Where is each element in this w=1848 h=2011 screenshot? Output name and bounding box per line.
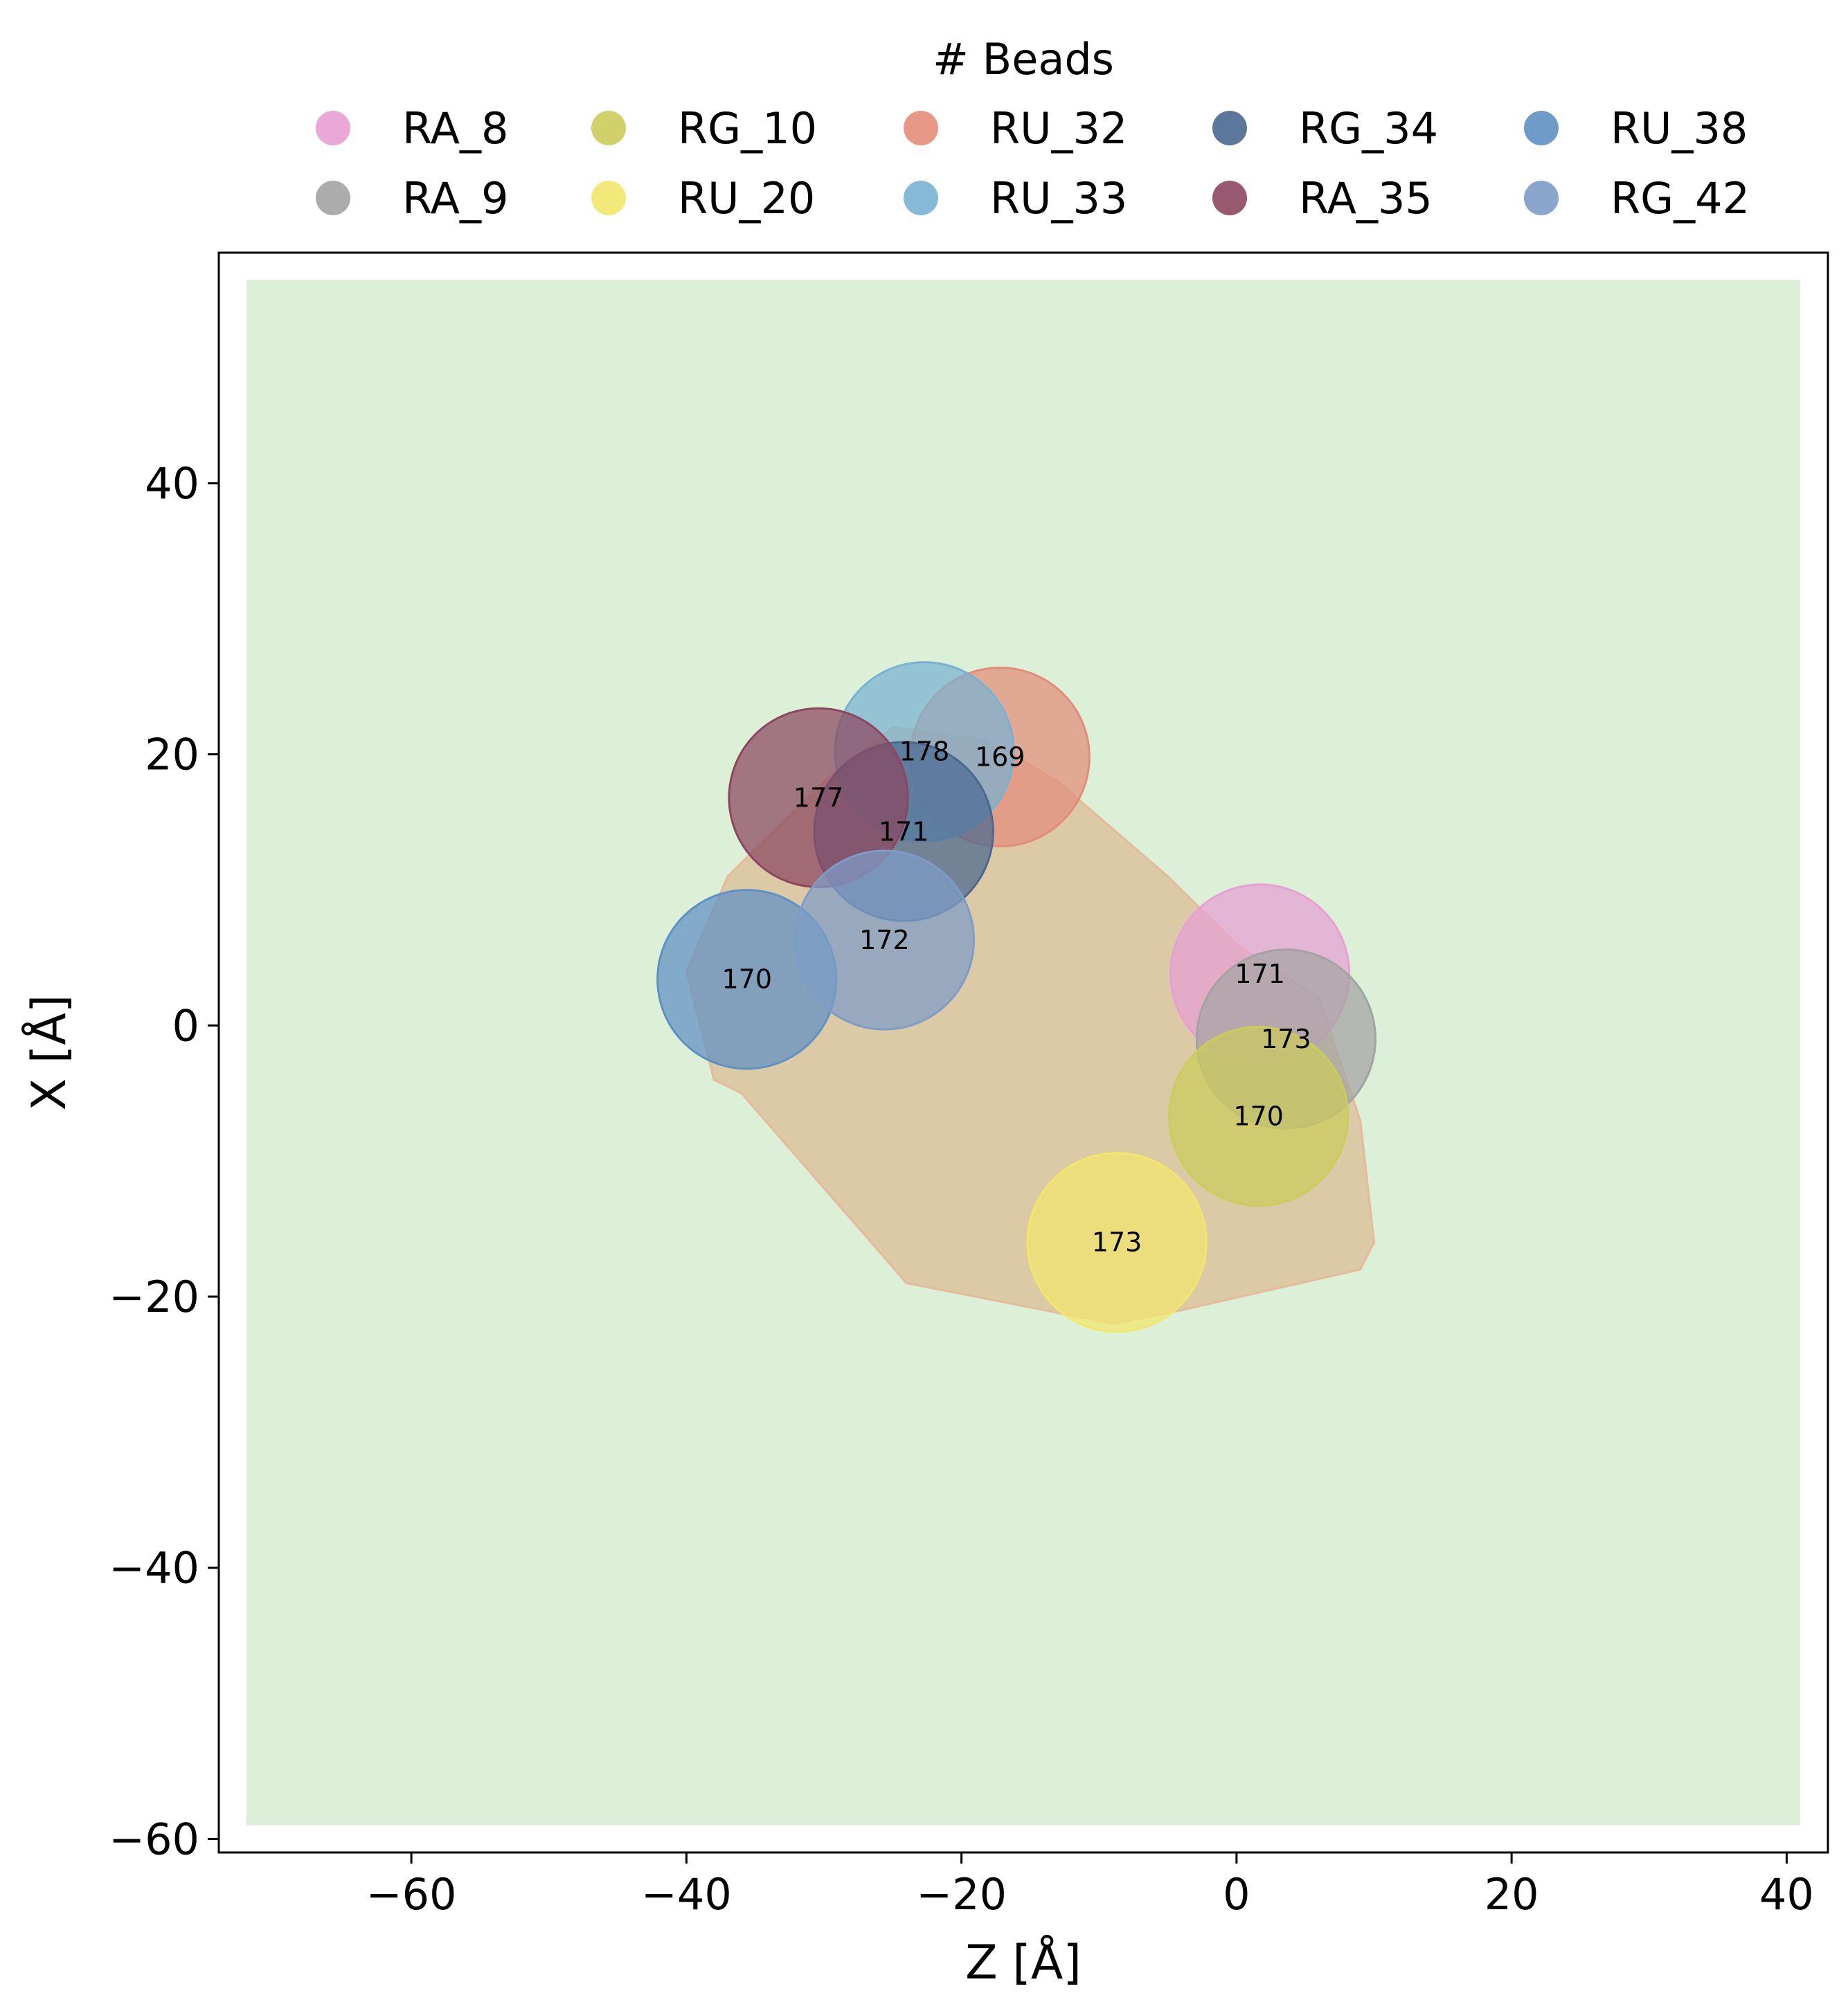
bead-count-label: 173 — [1261, 1024, 1311, 1054]
legend-label: RG_34 — [1299, 103, 1438, 154]
bead-count-label: 170 — [1233, 1101, 1284, 1132]
legend-marker-ru-32 — [904, 111, 938, 145]
legend-marker-ru-38 — [1524, 111, 1559, 145]
legend-label: RU_38 — [1611, 103, 1748, 154]
legend-marker-ru-20 — [591, 181, 626, 215]
legend-marker-rg-10 — [591, 111, 626, 145]
legend-marker-ra-9 — [316, 181, 350, 215]
bead-count-label: 171 — [879, 816, 929, 847]
legend-marker-ra-35 — [1212, 181, 1247, 215]
x-tick-label: −40 — [641, 1869, 732, 1920]
legend-label: RG_10 — [678, 103, 817, 154]
y-tick-label: 40 — [145, 458, 199, 509]
legend-label: RA_35 — [1299, 173, 1433, 224]
x-tick-label: 0 — [1223, 1869, 1250, 1920]
legend-label: RA_8 — [402, 103, 508, 154]
plot-frame — [217, 251, 1829, 1854]
legend-marker-ra-8 — [316, 111, 350, 145]
plot-area: 171 173 170 173 169 178 171 177 170 172 — [246, 280, 1801, 1825]
legend-marker-rg-42 — [1524, 181, 1559, 215]
legend-label: RU_20 — [678, 173, 815, 224]
x-tick-label: −60 — [366, 1869, 457, 1920]
x-tick-label: 20 — [1484, 1869, 1539, 1920]
bead-count-label: 169 — [975, 742, 1025, 773]
y-tick-label: 0 — [172, 1000, 199, 1051]
legend-label: RG_42 — [1611, 173, 1750, 224]
bead-rg-42 — [793, 849, 975, 1031]
bead-count-label: 171 — [1235, 959, 1285, 989]
bead-ru-20 — [1026, 1152, 1208, 1333]
bead-count-label: 178 — [899, 737, 950, 767]
y-axis-ticks: −60 −40 −20 0 20 40 — [109, 458, 219, 1864]
bead-count-label: 172 — [859, 925, 910, 955]
legend-label: RA_9 — [402, 173, 508, 224]
bead-count-label: 177 — [793, 782, 844, 813]
legend-label: RU_32 — [990, 103, 1127, 154]
x-tick-label: 40 — [1759, 1869, 1814, 1920]
y-tick-label: −40 — [109, 1543, 199, 1594]
y-axis-label: X [Å] — [21, 995, 77, 1111]
x-tick-label: −20 — [916, 1869, 1007, 1920]
legend-marker-rg-34 — [1212, 111, 1247, 145]
y-tick-label: −20 — [109, 1272, 199, 1322]
y-tick-label: 20 — [145, 730, 199, 780]
legend-marker-ru-33 — [904, 181, 938, 215]
legend-label: RU_33 — [990, 173, 1127, 224]
y-tick-label: −60 — [109, 1814, 199, 1864]
x-axis-ticks: −60 −40 −20 0 20 40 — [366, 1852, 1814, 1920]
bead-rg-10 — [1168, 1025, 1349, 1207]
legend-title: # Beads — [933, 34, 1114, 84]
legend: # Beads RA_8 RA_9 RG_10 RU_20 RU_32 RU_33 RG_3… — [316, 34, 1750, 224]
bead-count-label: 173 — [1092, 1227, 1142, 1258]
bead-markers — [656, 661, 1376, 1333]
x-axis-label: Z [Å] — [965, 1934, 1082, 1990]
bead-labels: 171 173 170 173 169 178 171 177 170 172 — [721, 737, 1311, 1258]
bead-count-label: 170 — [721, 964, 772, 995]
